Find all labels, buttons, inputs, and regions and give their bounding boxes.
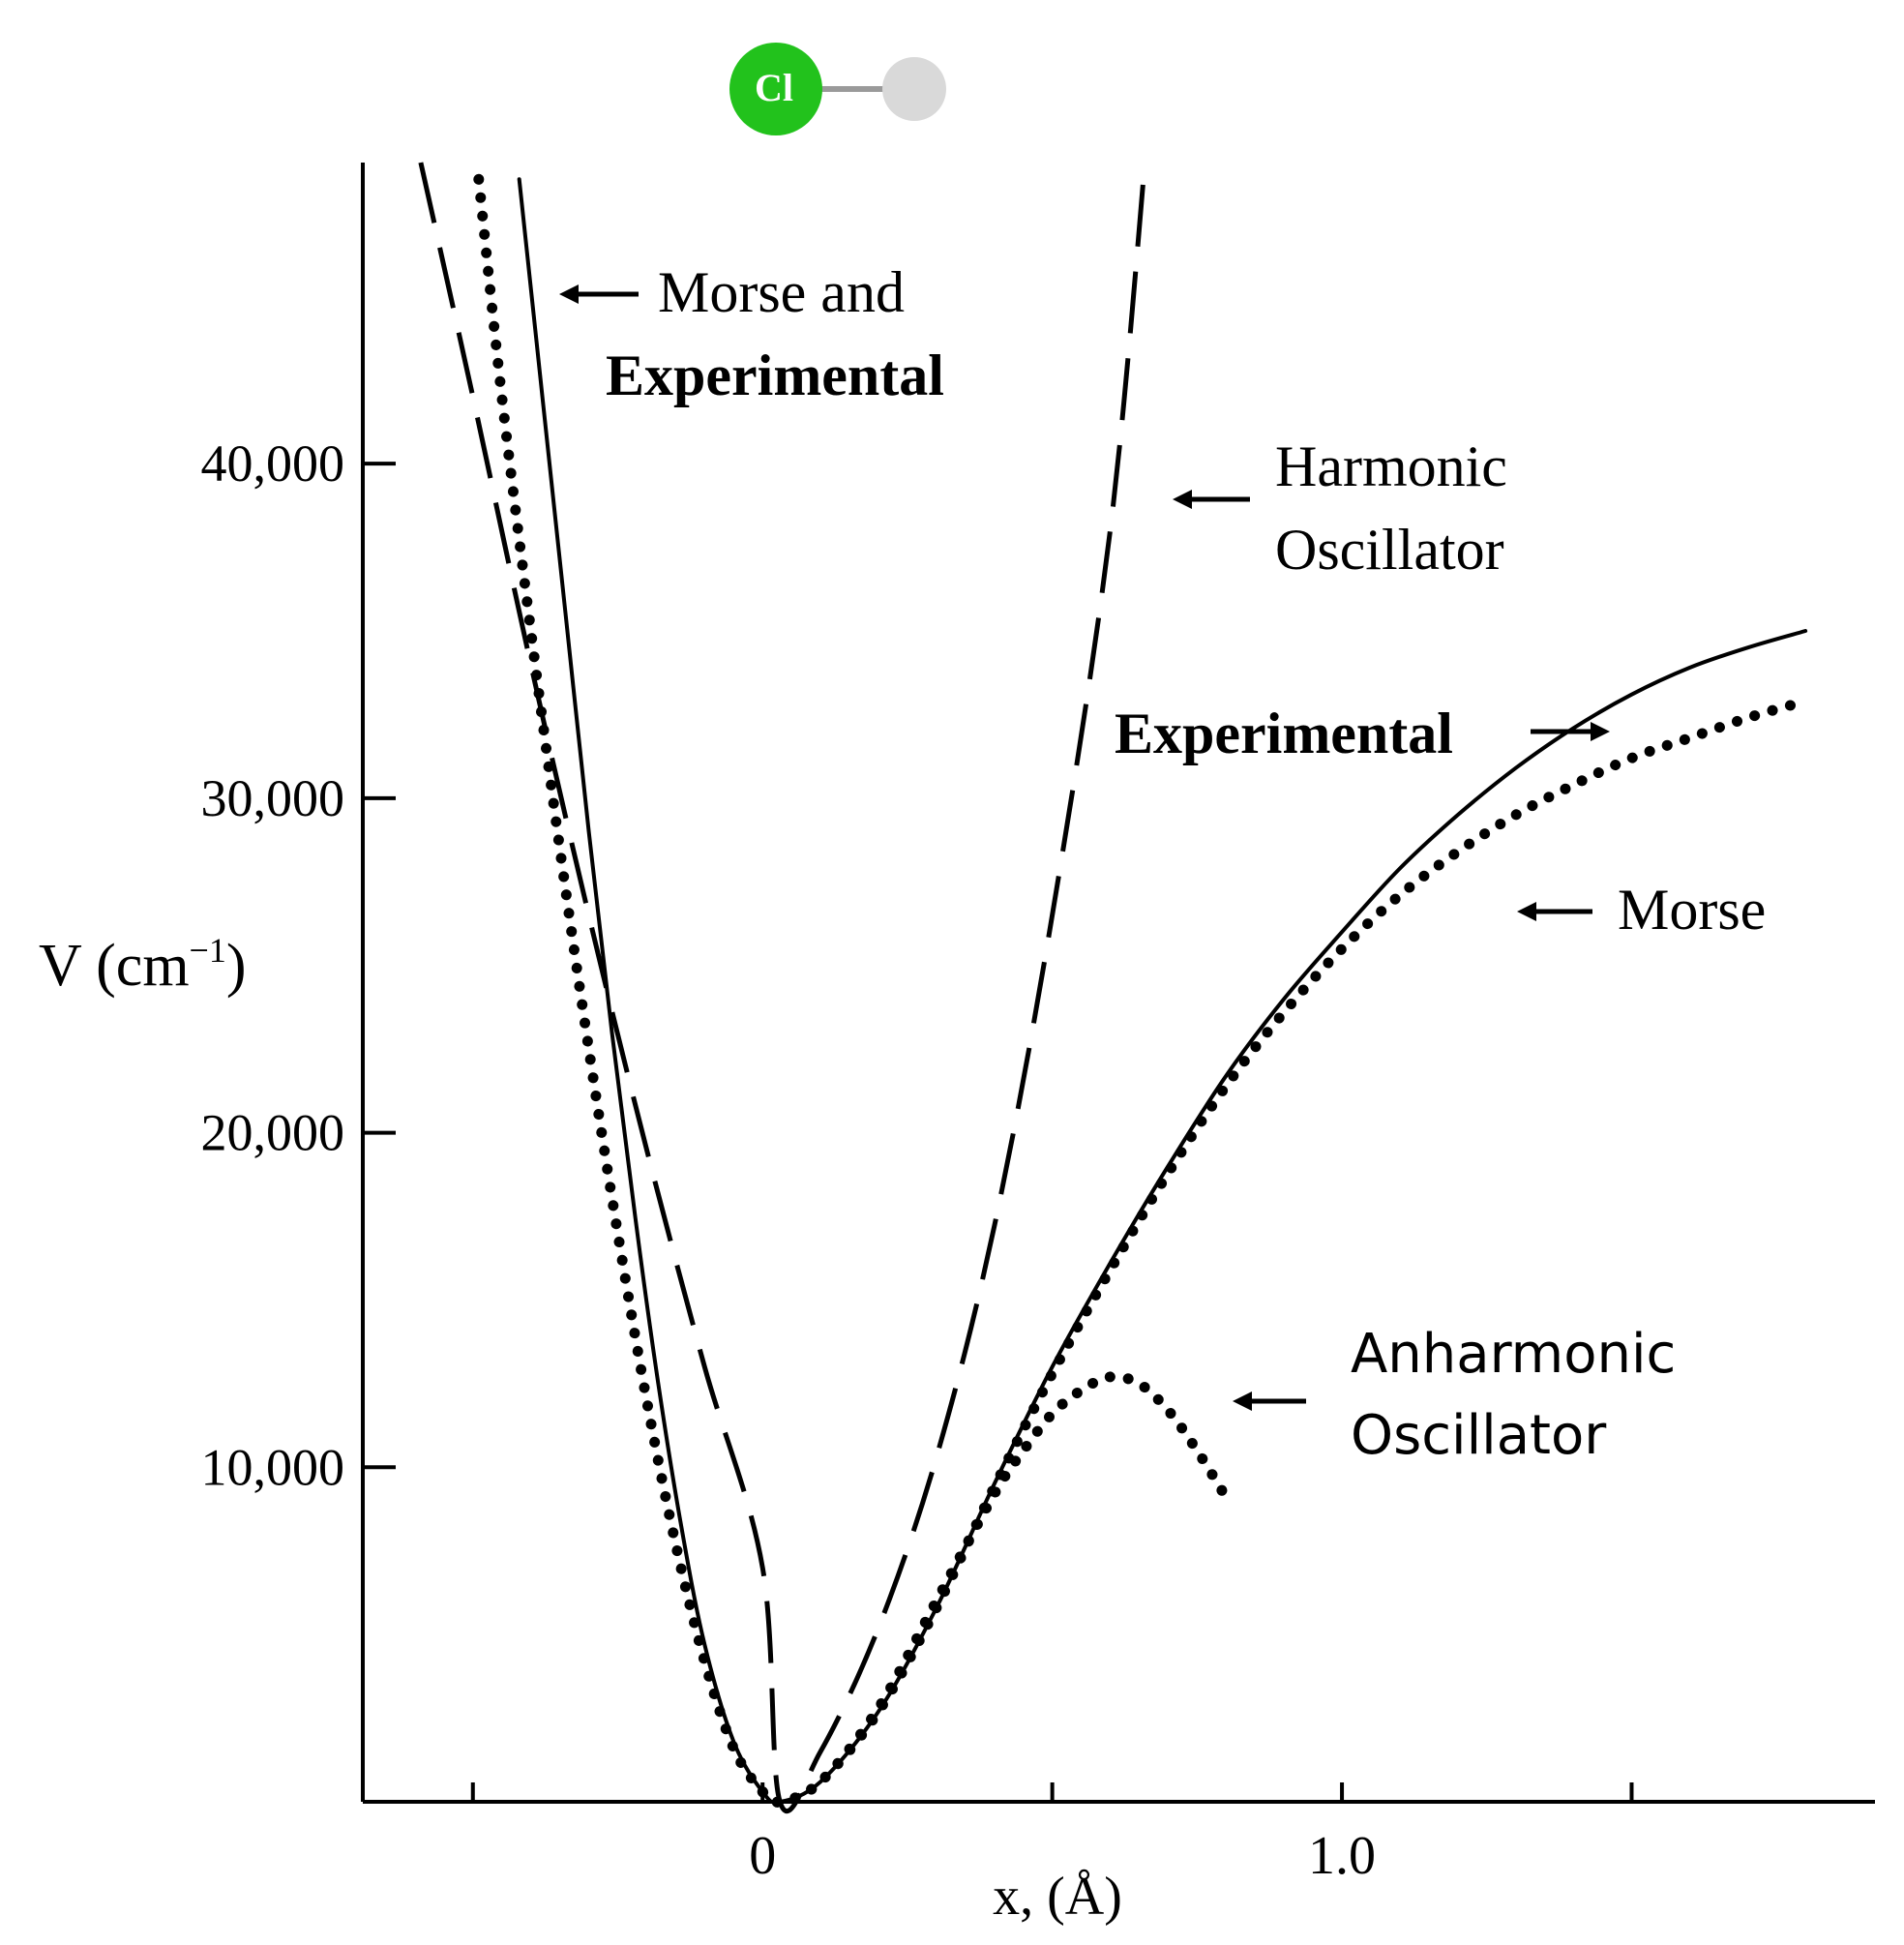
x-tick-label: 0 [749,1826,776,1886]
series-anharmonic-oscillator [757,1371,1232,1808]
x-tick-label: 1.0 [1308,1826,1376,1886]
arrow-left-icon [1173,490,1192,509]
y-axis-label-main: V (cm [39,933,190,999]
series-harmonic-oscillator [418,162,1147,1813]
annotation-label: Harmonic [1275,434,1507,498]
y-tick-label: 40,000 [201,434,345,493]
annotation-label: Anharmonic [1351,1323,1676,1386]
y-tick-labels: 10,000 20,000 30,000 40,000 [201,434,345,1496]
axes [361,163,1875,1804]
annotation-label: Morse and [658,260,905,324]
y-axis-label-close: ) [226,933,247,999]
annotation-harmonic-oscillator: Harmonic Oscillator [1173,434,1507,582]
y-tick-label: 20,000 [201,1104,345,1162]
series-morse [473,173,1811,1808]
annotation-label-bold: Experimental [606,344,944,407]
annotation-morse-and-experimental: Morse and Experimental [559,260,944,407]
series-line [418,162,1147,1813]
y-axis-label-exponent: −1 [190,931,226,970]
y-tick-label: 30,000 [201,769,345,827]
series-experimental [517,177,1808,1805]
chlorine-atom-label: Cl [755,66,793,109]
series-line [757,1371,1232,1808]
annotation-label: Morse [1618,878,1766,942]
y-tick-label: 10,000 [201,1438,345,1496]
annotation-label: Oscillator [1275,518,1504,582]
x-ticks [470,1782,1634,1802]
x-tick-labels: 0 1.0 [749,1826,1376,1886]
annotation-anharmonic-oscillator: Anharmonic Oscillator [1233,1323,1676,1467]
annotation-label: Oscillator [1351,1404,1607,1467]
x-axis-label: x, (Å) [993,1867,1122,1927]
arrow-left-icon [1233,1391,1252,1411]
arrow-right-icon [1591,722,1610,741]
series-line [473,173,1811,1808]
y-ticks [363,462,396,1470]
hydrogen-atom [882,57,946,121]
chlorine-atom [729,43,822,135]
annotation-label-bold: Experimental [1115,702,1453,765]
series-line [517,177,1808,1805]
annotation-morse: Morse [1517,878,1766,942]
molecule-diagram: Cl [729,43,946,135]
arrow-left-icon [1517,902,1536,921]
y-axis-label: V (cm−1) [39,931,247,999]
arrow-left-icon [559,284,579,304]
annotation-experimental: Experimental [1115,702,1610,765]
